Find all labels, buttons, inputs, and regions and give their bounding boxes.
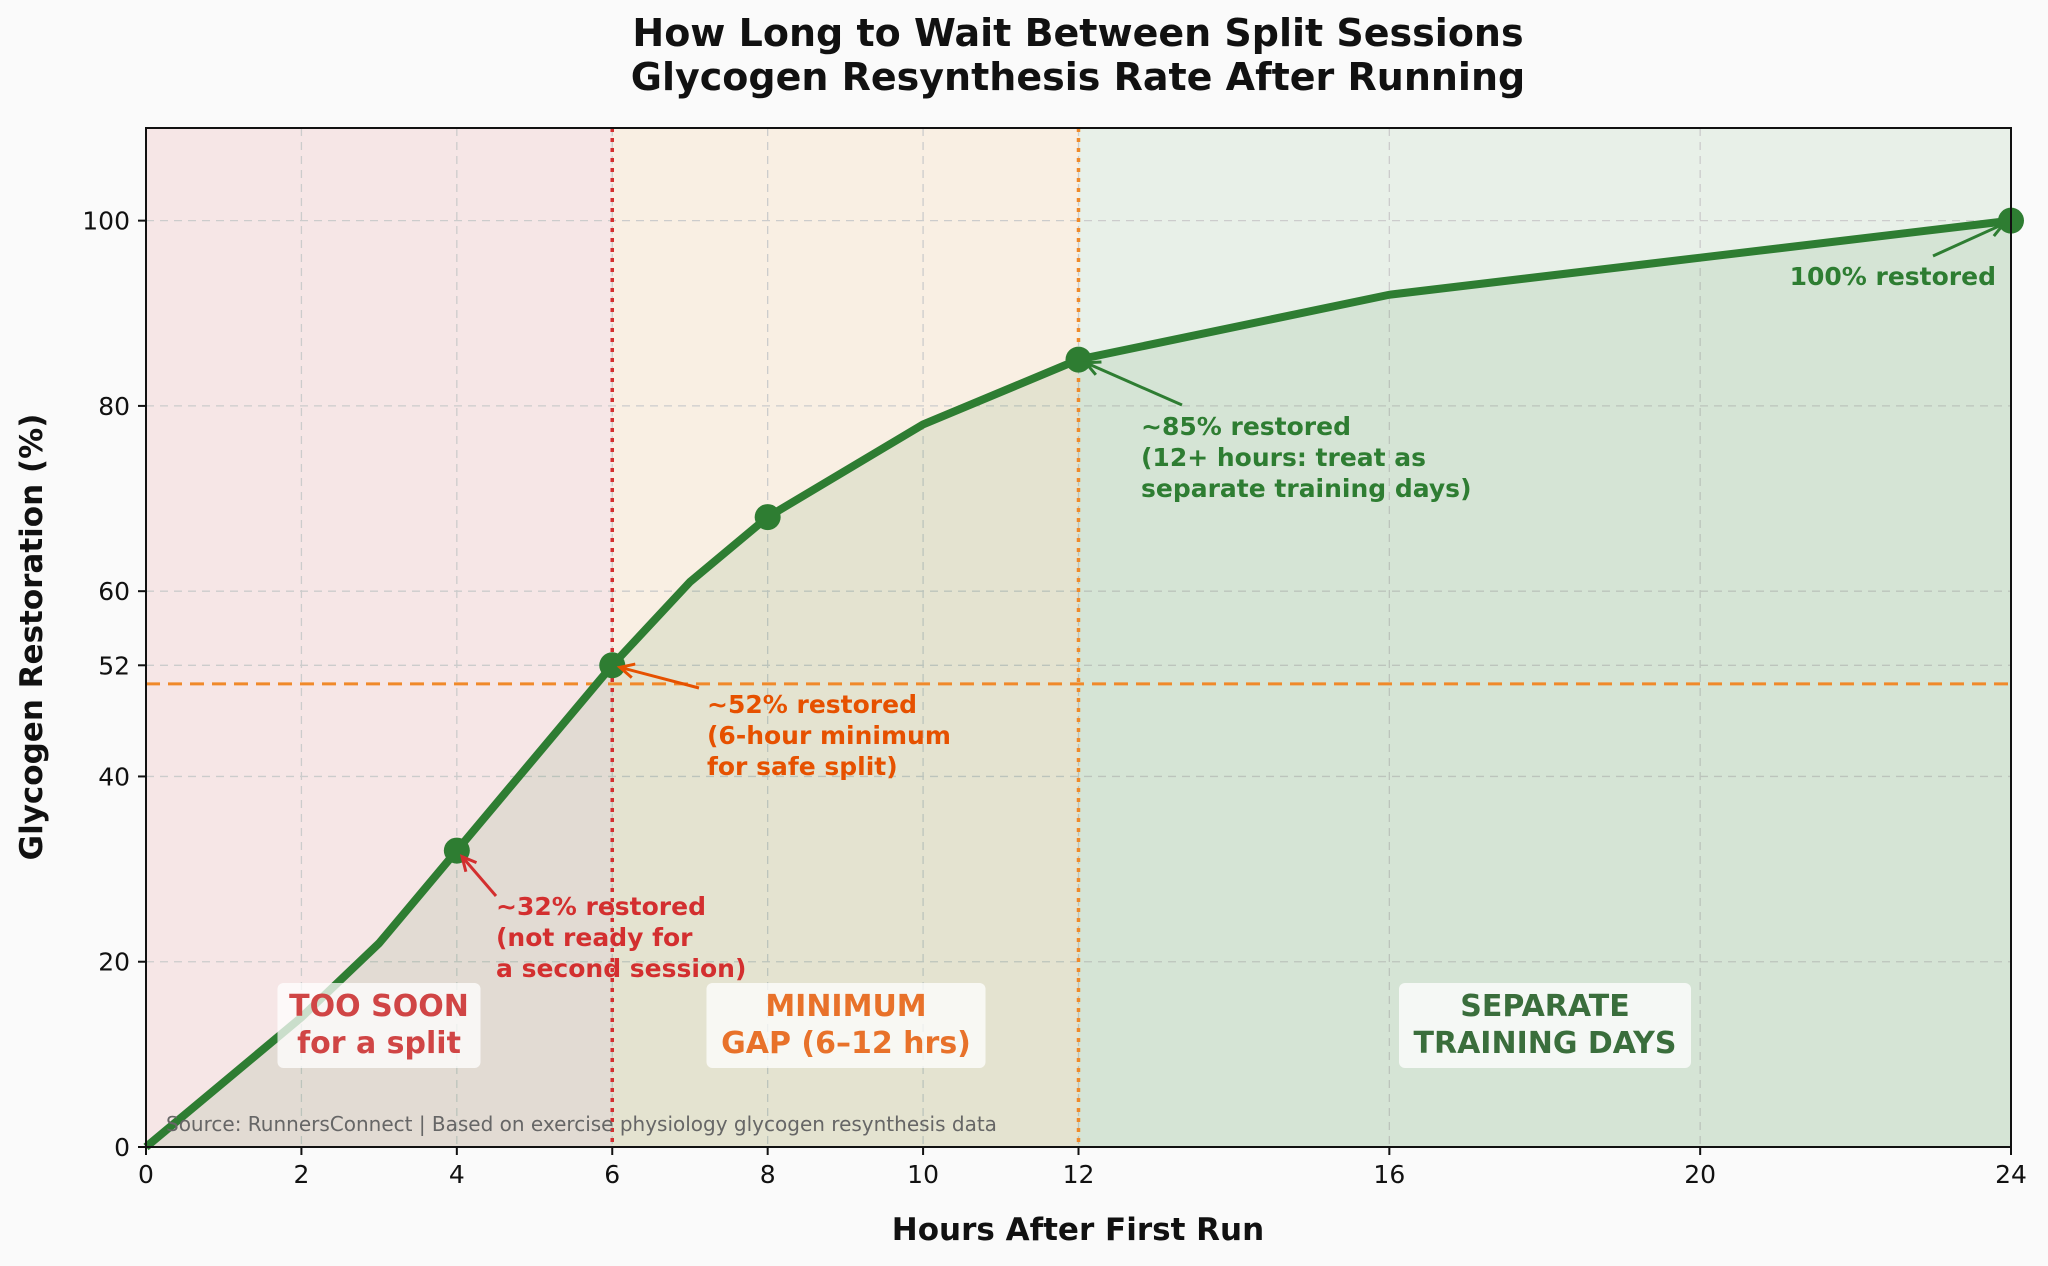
y-tick-label: 80	[98, 392, 130, 421]
x-tick-label: 4	[449, 1160, 465, 1189]
data-point-marker	[599, 652, 626, 679]
zone-label: SEPARATE TRAINING DAYS	[1414, 989, 1677, 1061]
zone-band	[146, 128, 613, 1147]
annotation-arrowhead	[616, 662, 636, 679]
zone-label-line: for a split	[297, 1026, 461, 1061]
annotation-line: a second session)	[496, 954, 746, 983]
zone-band	[612, 128, 1079, 1147]
y-axis-label: Glycogen Restoration (%)	[14, 414, 50, 861]
annotation-arrowhead	[1988, 221, 2007, 238]
x-tick-label: 16	[1373, 1160, 1405, 1189]
annotation-label: ~85% restored (12+ hours: treat as separat…	[1141, 412, 1472, 503]
y-tick-label: 40	[98, 762, 130, 791]
annotation-line: for safe split)	[707, 752, 898, 781]
x-tick-label: 24	[1995, 1160, 2027, 1189]
x-tick-label: 6	[604, 1160, 620, 1189]
y-tick-label: 0	[114, 1133, 130, 1162]
annotation-line: separate training days)	[1141, 474, 1472, 503]
y-tick-label: 60	[98, 577, 130, 606]
zone-label: MINIMUM GAP (6–12 hrs)	[721, 989, 971, 1061]
annotation-arrowhead	[1082, 360, 1102, 376]
annotation-arrowhead	[459, 854, 478, 873]
zone-label-box	[1399, 983, 1691, 1068]
y-tick-label: 20	[98, 948, 130, 977]
x-tick-label: 10	[907, 1160, 939, 1189]
zone-label-line: SEPARATE	[1460, 989, 1630, 1024]
annotation-line: ~32% restored	[496, 892, 706, 921]
zone-label-line: MINIMUM	[765, 989, 926, 1024]
y-tick-label: 52	[98, 651, 130, 680]
zone-label-line: TRAINING DAYS	[1414, 1026, 1677, 1061]
zone-band	[1078, 128, 2011, 1147]
x-tick-label: 0	[138, 1160, 154, 1189]
data-point-marker	[754, 504, 781, 531]
annotation-arrow	[1932, 222, 2005, 258]
x-axis-label: Hours After First Run	[892, 1212, 1264, 1248]
annotation-line: ~85% restored	[1141, 412, 1351, 441]
annotation-label: 100% restored	[1790, 262, 1996, 291]
x-tick-label: 20	[1684, 1160, 1716, 1189]
data-point-marker	[1065, 346, 1092, 373]
annotation-line: ~52% restored	[707, 690, 917, 719]
annotation-arrow	[1085, 361, 1183, 407]
annotation-label: ~32% restored (not ready for a second sess…	[496, 892, 746, 983]
zone-label-line: TOO SOON	[289, 989, 469, 1024]
annotation-arrow	[619, 665, 700, 690]
annotation-line: 100% restored	[1790, 262, 1996, 291]
x-tick-label: 2	[293, 1160, 309, 1189]
y-tick-label: 100	[82, 207, 130, 236]
zone-label-line: GAP (6–12 hrs)	[721, 1026, 971, 1061]
chart-title: How Long to Wait Between Split Sessions G…	[631, 11, 1525, 99]
x-tick-label: 12	[1063, 1160, 1095, 1189]
title-line: Glycogen Resynthesis Rate After Running	[631, 55, 1525, 99]
annotation-label: ~52% restored (6-hour minimum for safe spl…	[707, 690, 951, 781]
title-line: How Long to Wait Between Split Sessions	[632, 11, 1523, 55]
annotation-line: (6-hour minimum	[707, 721, 951, 750]
annotation-line: (not ready for	[496, 923, 693, 952]
source-note: Source: RunnersConnect | Based on exerci…	[166, 1112, 997, 1136]
zone-label: TOO SOON for a split	[289, 989, 469, 1061]
annotation-line: (12+ hours: treat as	[1141, 443, 1426, 472]
zone-label-box	[277, 983, 481, 1068]
zone-label-box	[706, 983, 986, 1068]
x-tick-label: 8	[760, 1160, 776, 1189]
annotation-arrow	[460, 855, 498, 897]
